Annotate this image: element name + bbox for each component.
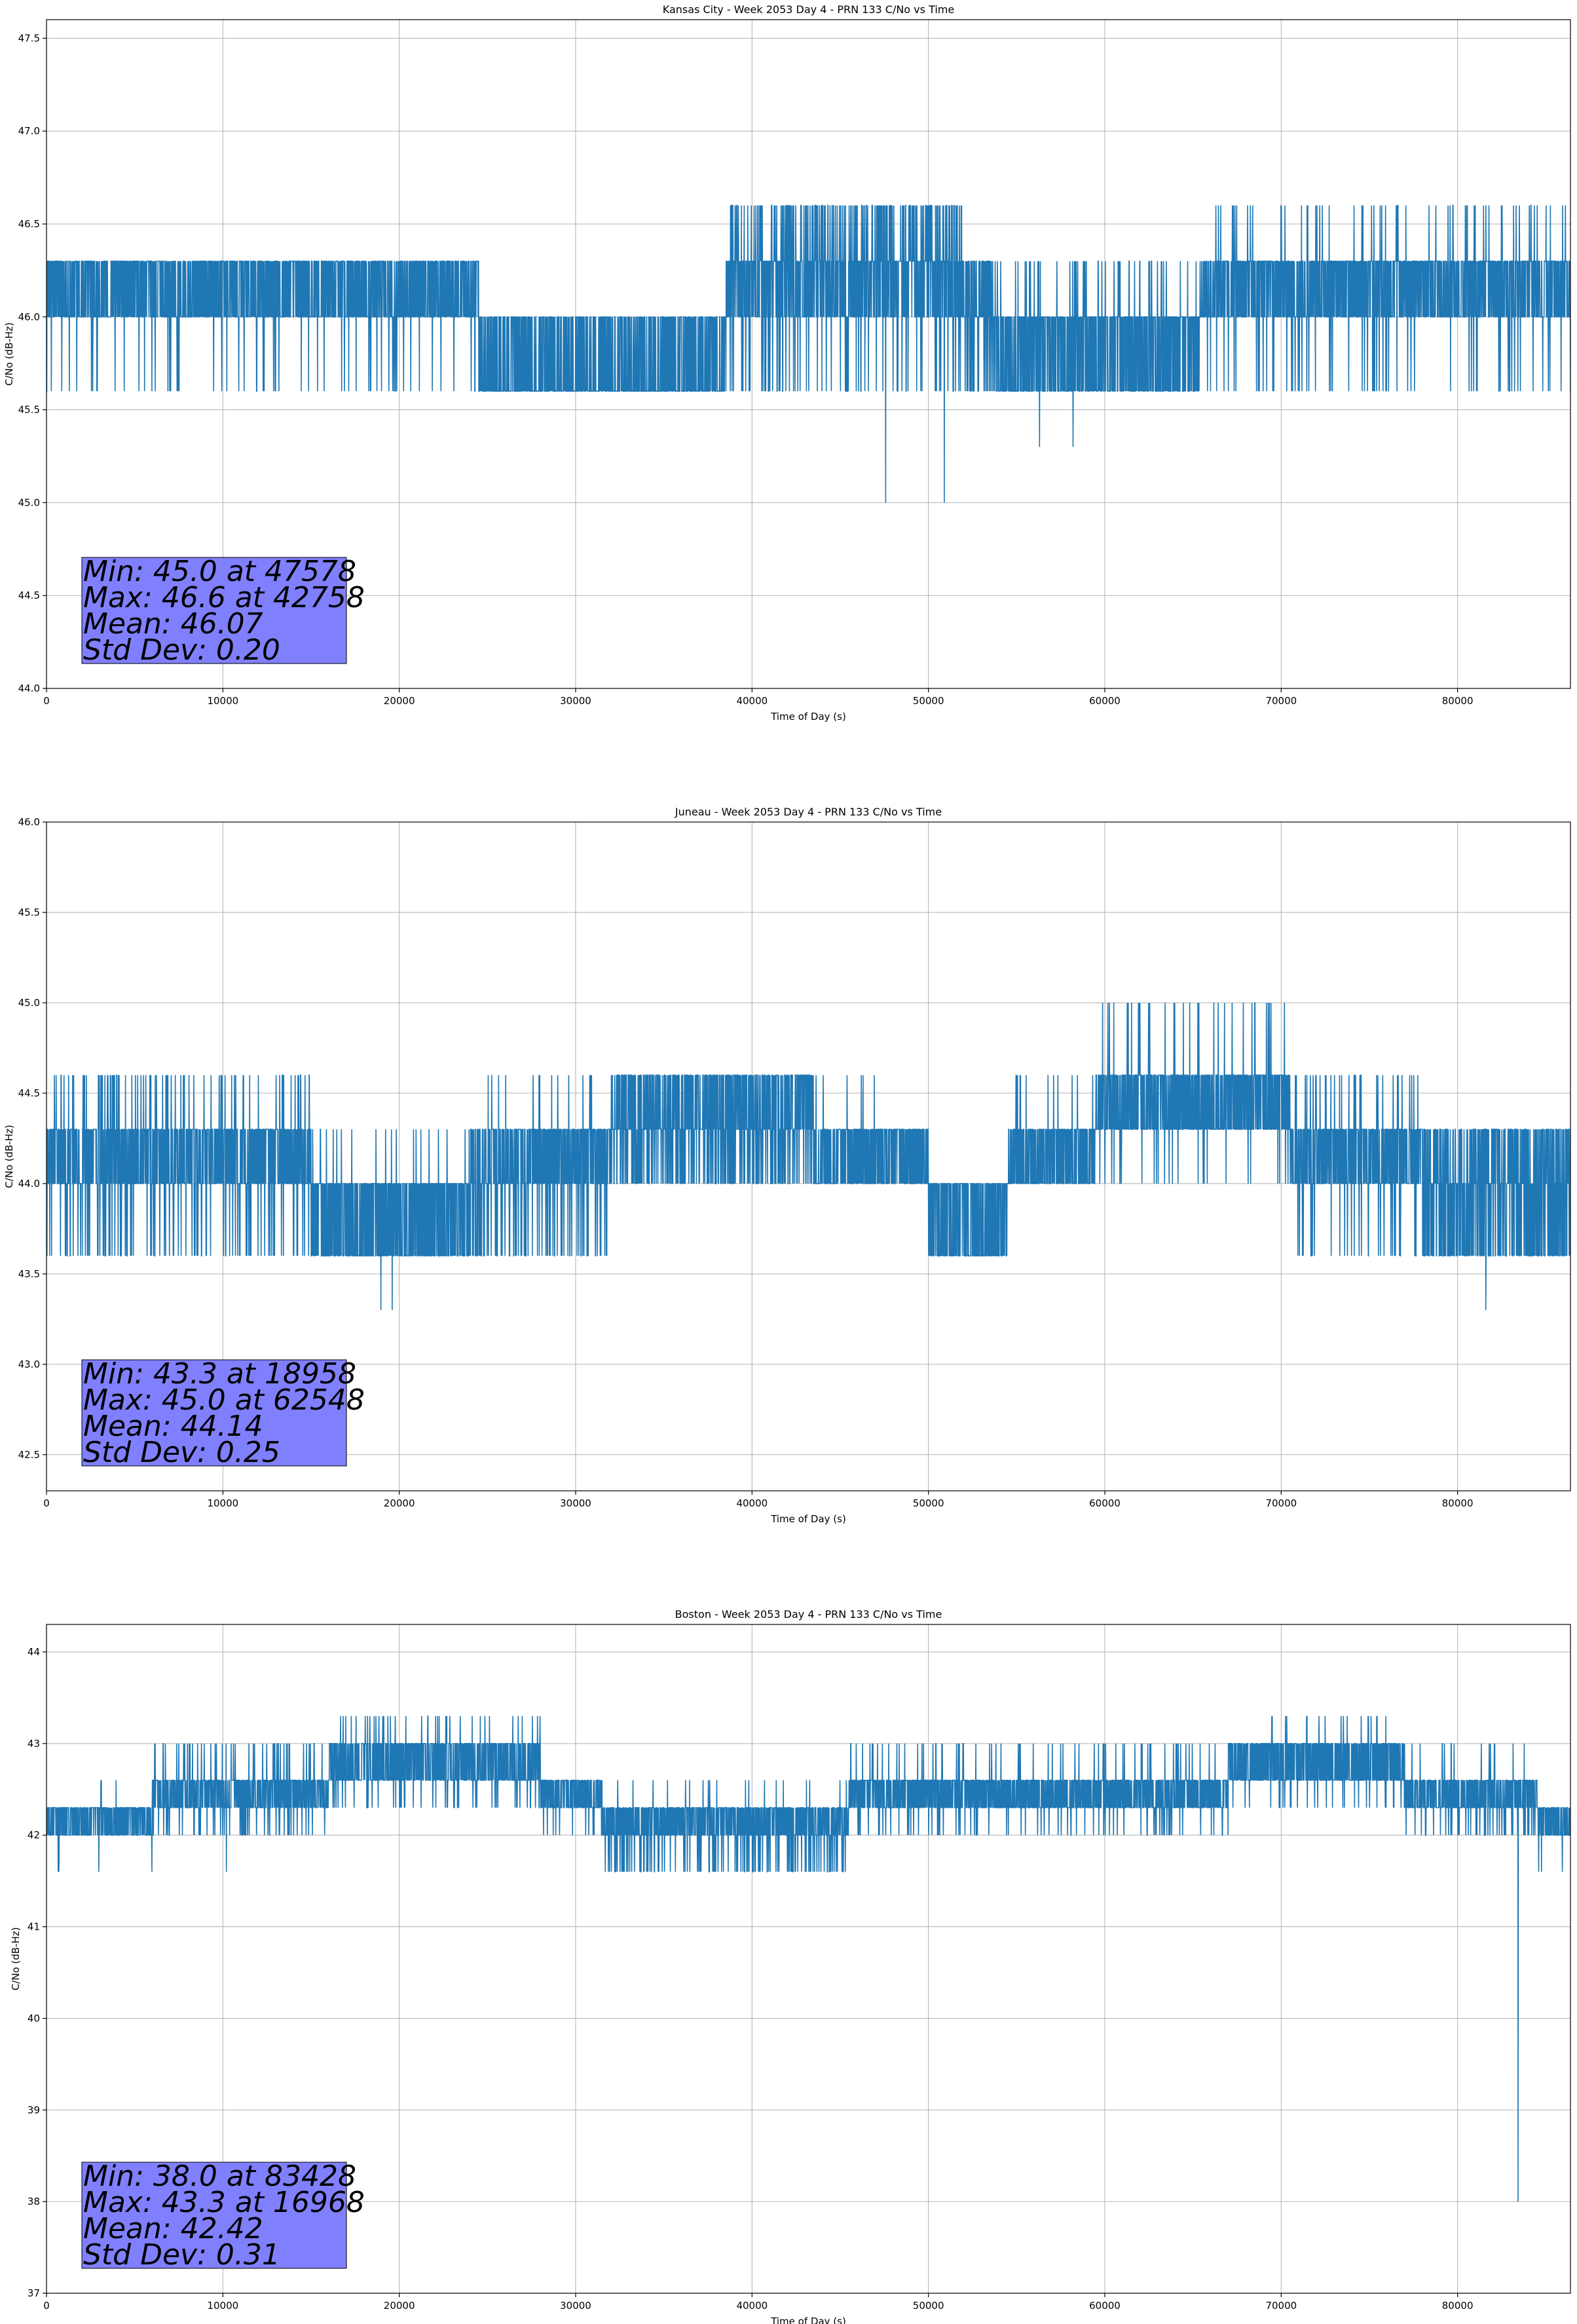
- y-tick-label: 44.0: [18, 1178, 40, 1190]
- y-tick-label: 42.5: [18, 1449, 40, 1461]
- x-axis-label: Time of Day (s): [770, 2315, 846, 2324]
- y-tick-label: 43.5: [18, 1268, 40, 1280]
- x-axis-label: Time of Day (s): [770, 1513, 846, 1525]
- y-tick-label: 45.0: [18, 997, 40, 1009]
- x-tick-label: 40000: [736, 695, 768, 707]
- chart-panel-2: 0 10000 20000 30000 40000 50000 60000 70000 8000…: [3, 806, 1571, 1525]
- x-tick-label: 30000: [560, 2300, 591, 2312]
- x-tick-label: 30000: [560, 695, 591, 707]
- y-tick-label: 43: [28, 1738, 40, 1750]
- y-axis-label: C/No (dB-Hz): [3, 1125, 15, 1188]
- axes-frame: [46, 1624, 1571, 2294]
- x-tick-label: 80000: [1442, 2300, 1474, 2312]
- y-tick-label: 44.5: [18, 590, 40, 601]
- stats-mean: Mean: 44.14: [83, 1410, 263, 1443]
- x-tick-label: 70000: [1265, 2300, 1297, 2312]
- x-tick-label: 70000: [1265, 695, 1297, 707]
- x-axis-label: Time of Day (s): [770, 711, 846, 722]
- y-tick-label: 40: [28, 2012, 40, 2024]
- x-tick-label: 80000: [1442, 1497, 1474, 1509]
- y-tick-label: 47.0: [18, 125, 40, 137]
- stats-box-background: [81, 1359, 347, 1467]
- y-tick-label: 38: [28, 2196, 40, 2207]
- stats-std: Std Dev: 0.25: [83, 1436, 280, 1469]
- chart-panel-3: 0 10000 20000 30000 40000 50000 60000 70000 8000…: [10, 1608, 1571, 2324]
- series-line-c-no: [46, 1002, 1570, 1311]
- x-tick-label: 50000: [913, 695, 944, 707]
- chart-title: Juneau - Week 2053 Day 4 - PRN 133 C/No …: [675, 806, 942, 818]
- x-tick-label: 50000: [913, 2300, 944, 2312]
- x-tick-label: 10000: [207, 695, 238, 707]
- x-tick-label: 60000: [1089, 695, 1121, 707]
- y-tick-label: 45.0: [18, 497, 40, 508]
- x-tick-label: 20000: [384, 695, 415, 707]
- x-tick-label: 30000: [560, 1497, 591, 1509]
- y-tick-label: 41: [28, 1921, 40, 1933]
- stats-min: Min: 45.0 at 47578: [83, 555, 356, 588]
- y-tick-label: 45.5: [18, 907, 40, 918]
- y-tick-label: 45.5: [18, 404, 40, 416]
- stats-max: Max: 43.3 at 16968: [83, 2186, 365, 2219]
- x-tick-label: 10000: [207, 2300, 238, 2312]
- y-tick-label: 44.5: [18, 1087, 40, 1099]
- x-tick-label: 10000: [207, 1497, 238, 1509]
- x-tick-label: 60000: [1089, 1497, 1121, 1509]
- series-line-c-no: [46, 204, 1570, 503]
- y-tick-label: 37: [28, 2287, 40, 2299]
- stats-box-background: [81, 2162, 347, 2269]
- x-tick-label: 20000: [384, 1497, 415, 1509]
- x-tick-label: 60000: [1089, 2300, 1121, 2312]
- y-axis-label: C/No (dB-Hz): [10, 1927, 22, 1991]
- chart-title: Boston - Week 2053 Day 4 - PRN 133 C/No …: [675, 1608, 942, 1621]
- y-tick-label: 39: [28, 2104, 40, 2116]
- stats-box-background: [81, 557, 347, 664]
- chart-panel-1: 0 10000 20000 30000 40000 50000 60000 70000 8000…: [3, 3, 1571, 722]
- x-tick-label: 50000: [913, 1497, 944, 1509]
- axes-frame: [46, 19, 1571, 689]
- stats-std: Std Dev: 0.20: [83, 633, 280, 667]
- y-tick-label: 47.5: [18, 32, 40, 44]
- x-tick-label: 0: [43, 2300, 50, 2312]
- y-tick-label: 44: [28, 1646, 40, 1658]
- x-tick-label: 0: [43, 1497, 50, 1509]
- stats-max: Max: 46.6 at 42758: [83, 581, 365, 614]
- y-axis-label: C/No (dB-Hz): [3, 322, 15, 386]
- series-line-c-no: [46, 1715, 1570, 2202]
- chart-title: Kansas City - Week 2053 Day 4 - PRN 133 …: [663, 3, 954, 16]
- axes-frame: [46, 821, 1571, 1491]
- y-tick-label: 42: [28, 1829, 40, 1841]
- stats-mean: Mean: 42.42: [83, 2212, 263, 2245]
- stats-max: Max: 45.0 at 62548: [83, 1383, 365, 1417]
- x-tick-label: 40000: [736, 1497, 768, 1509]
- y-tick-label: 44.0: [18, 683, 40, 694]
- y-tick-label: 43.0: [18, 1359, 40, 1370]
- y-tick-label: 46.0: [18, 311, 40, 323]
- x-tick-label: 0: [43, 695, 50, 707]
- stats-min: Min: 38.0 at 83428: [83, 2160, 356, 2193]
- x-tick-label: 70000: [1265, 1497, 1297, 1509]
- stats-std: Std Dev: 0.31: [83, 2238, 280, 2272]
- stats-min: Min: 43.3 at 18958: [83, 1357, 356, 1391]
- stats-mean: Mean: 46.07: [83, 607, 263, 641]
- x-tick-label: 40000: [736, 2300, 768, 2312]
- x-tick-label: 20000: [384, 2300, 415, 2312]
- y-tick-label: 46.0: [18, 816, 40, 828]
- y-tick-label: 46.5: [18, 218, 40, 230]
- x-tick-label: 80000: [1442, 695, 1474, 707]
